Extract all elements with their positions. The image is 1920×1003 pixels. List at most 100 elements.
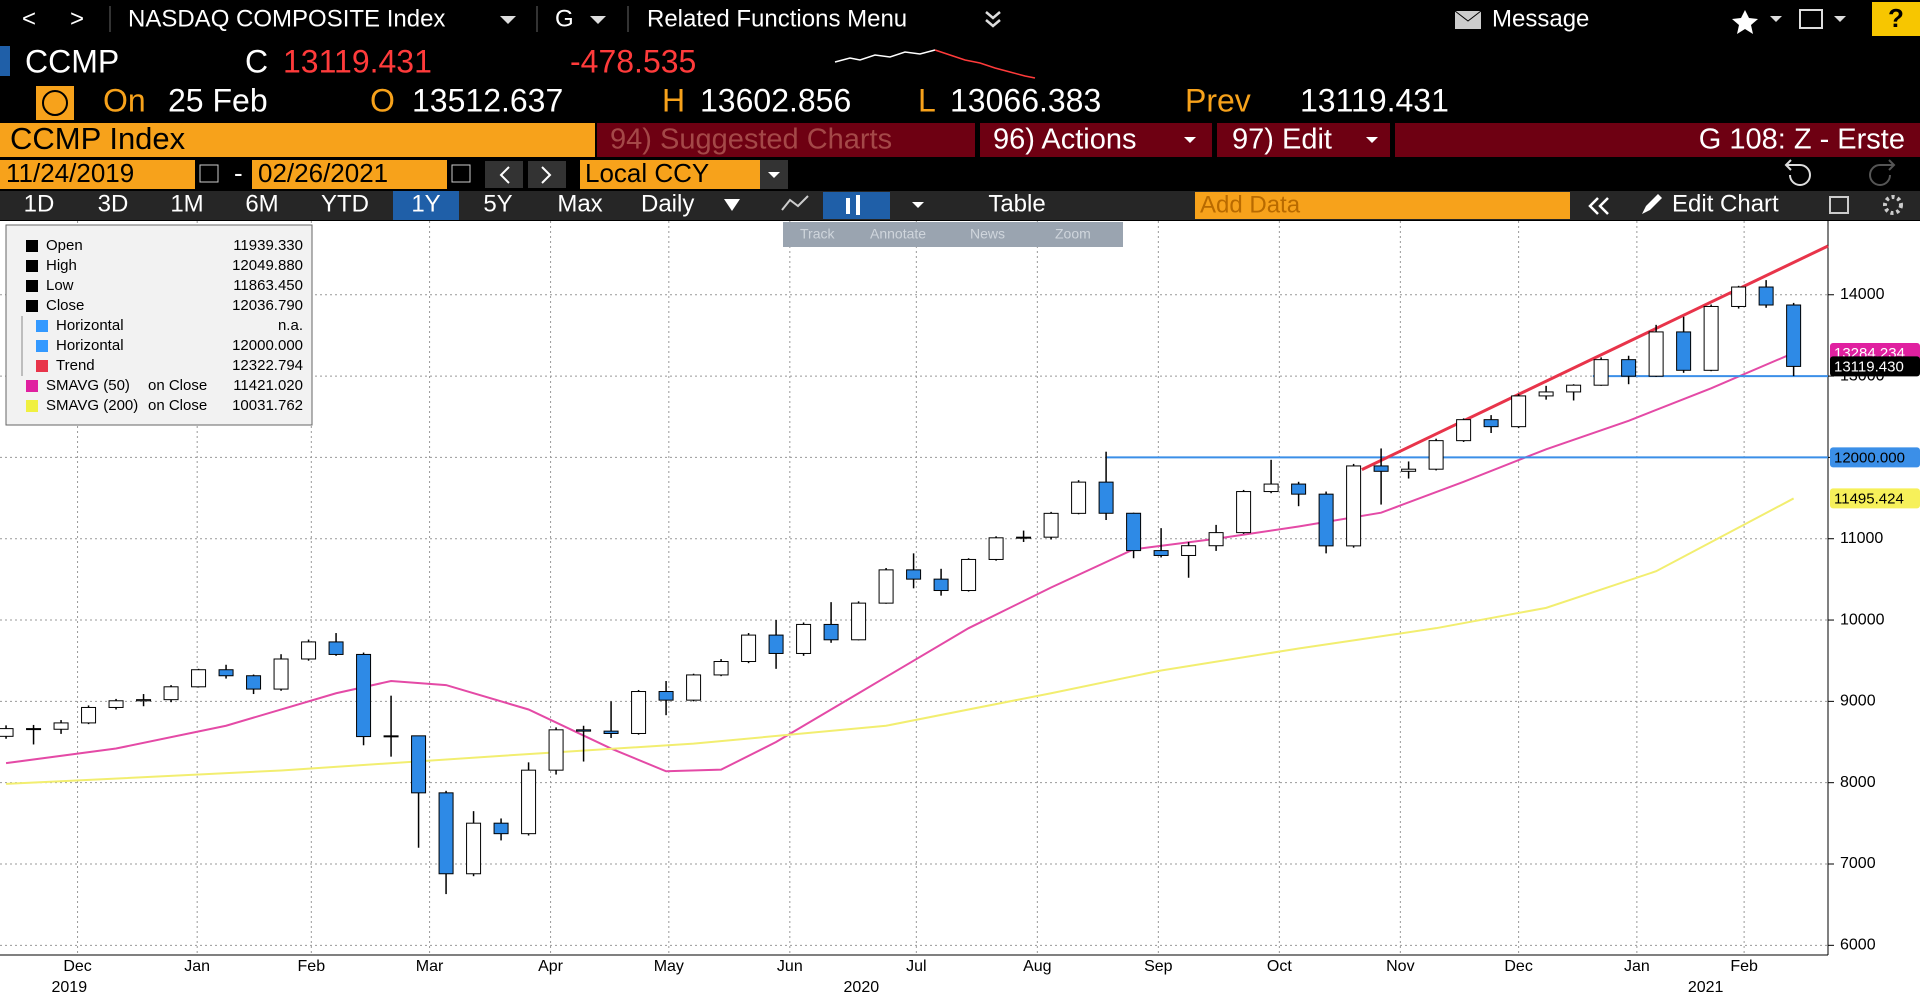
legend-value: 11939.330	[233, 237, 303, 254]
dropdown-arrow	[768, 172, 780, 178]
x-tick-label: Mar	[416, 958, 444, 975]
price-tag-label: 13119.430	[1834, 358, 1904, 375]
range-button[interactable]: 5Y	[483, 190, 512, 217]
back-button[interactable]: <	[22, 5, 36, 32]
chart-tool[interactable]: Annotate	[870, 226, 926, 242]
legend-swatch	[26, 260, 38, 272]
candle-body	[961, 558, 977, 592]
net-change: -478.535	[570, 43, 696, 79]
candle-body	[1758, 286, 1774, 306]
x-tick-label: Sep	[1144, 958, 1173, 975]
price-tag-label: 11495.424	[1834, 490, 1904, 507]
index-box	[0, 123, 595, 157]
y-tick-label: 14000	[1840, 286, 1885, 303]
candle-icon	[846, 195, 860, 215]
range-button[interactable]: YTD	[321, 190, 369, 217]
index-name: CCMP Index	[10, 121, 186, 156]
last-price: 13119.431	[283, 43, 432, 79]
marker	[0, 46, 10, 76]
edit-menu[interactable]: 97) Edit	[1232, 124, 1332, 156]
candle-body	[906, 569, 922, 580]
x-tick-label: Apr	[538, 958, 564, 975]
edit-box[interactable]	[1217, 123, 1390, 157]
edit-chart[interactable]: Edit Chart	[1672, 190, 1779, 217]
end-date[interactable]: 02/26/2021	[258, 158, 388, 188]
security-menu[interactable]: NASDAQ COMPOSITE Index	[128, 5, 445, 32]
chart-tool[interactable]: Track	[800, 226, 835, 242]
candle-body	[108, 700, 124, 708]
chart-tool[interactable]: News	[970, 226, 1005, 242]
favorite-icon[interactable]	[1732, 10, 1758, 34]
related-menu[interactable]: Related Functions Menu	[647, 5, 907, 32]
help-box[interactable]	[1872, 2, 1920, 36]
candle-body	[1648, 331, 1664, 377]
dropdown-arrow	[724, 199, 740, 211]
year-label: 2021	[1688, 979, 1724, 996]
candle-body	[1208, 532, 1224, 547]
help-button[interactable]: ?	[1888, 3, 1904, 33]
x-tick-label: Jul	[906, 958, 926, 975]
price-tag	[1830, 447, 1920, 468]
message-button[interactable]: Message	[1492, 5, 1589, 32]
candle-body	[631, 691, 647, 734]
calendar-icon[interactable]	[451, 164, 471, 183]
end-date-box[interactable]	[252, 160, 447, 189]
low-label: L	[918, 82, 936, 118]
candle-body	[768, 634, 784, 654]
next-period[interactable]	[528, 161, 566, 188]
range-button[interactable]: 3D	[98, 190, 129, 217]
range-button[interactable]: 6M	[245, 190, 278, 217]
legend-name: SMAVG (50)	[46, 377, 130, 394]
collapse-icon[interactable]	[1588, 197, 1609, 215]
settings-icon[interactable]	[1829, 196, 1849, 214]
range-button[interactable]: Max	[557, 190, 602, 217]
range-button[interactable]: 1Y	[411, 190, 440, 217]
price-tag-label: 12000.000	[1834, 449, 1905, 466]
g-menu[interactable]: G	[555, 5, 574, 32]
legend-value: 12049.880	[232, 257, 303, 274]
candle-body	[1566, 384, 1582, 393]
legend-name: Close	[46, 297, 84, 314]
candle-body	[163, 686, 179, 701]
window-icon[interactable]	[1799, 9, 1823, 29]
candle-body	[1016, 536, 1032, 539]
candle-body	[603, 730, 619, 734]
add-data[interactable]: Add Data	[1200, 191, 1301, 218]
pencil-icon	[1642, 194, 1662, 214]
candle-body	[521, 769, 537, 835]
frequency[interactable]: Daily	[641, 190, 694, 217]
candle-body	[1318, 493, 1334, 547]
x-tick-label: Feb	[298, 958, 326, 975]
prev-period[interactable]	[485, 161, 523, 188]
calendar-icon[interactable]	[199, 164, 219, 183]
x-tick-label: Oct	[1267, 958, 1292, 975]
actions-menu[interactable]: 96) Actions	[993, 124, 1136, 156]
suggested-charts[interactable]: 94) Suggested Charts	[610, 124, 892, 156]
arrow	[541, 166, 552, 184]
chart-tool[interactable]: Zoom	[1055, 226, 1091, 242]
line-chart-icon[interactable]	[781, 195, 809, 211]
gear-icon[interactable]	[1883, 195, 1903, 215]
actions-box[interactable]	[980, 123, 1212, 157]
candle-body	[1731, 286, 1747, 307]
x-tick-label: Jan	[184, 958, 210, 975]
currency-box[interactable]	[580, 160, 760, 189]
tools-box	[783, 222, 1123, 247]
candle-body	[1346, 465, 1362, 547]
start-date-box[interactable]	[0, 160, 195, 189]
candle-body	[1401, 468, 1417, 472]
candle-body	[328, 641, 344, 655]
candle-body	[576, 729, 592, 732]
last-label: C	[245, 43, 268, 79]
range-button[interactable]: 1D	[24, 190, 55, 217]
undo-icon[interactable]	[1784, 159, 1811, 186]
candle-body	[1483, 419, 1499, 428]
add-data-box[interactable]	[1195, 192, 1570, 219]
start-date[interactable]: 11/24/2019	[6, 158, 134, 188]
range-button[interactable]: 1M	[170, 190, 203, 217]
table-button[interactable]: Table	[988, 190, 1045, 217]
legend-value: 11863.450	[233, 277, 303, 294]
currency[interactable]: Local CCY	[585, 158, 709, 188]
forward-button[interactable]: >	[70, 5, 84, 32]
